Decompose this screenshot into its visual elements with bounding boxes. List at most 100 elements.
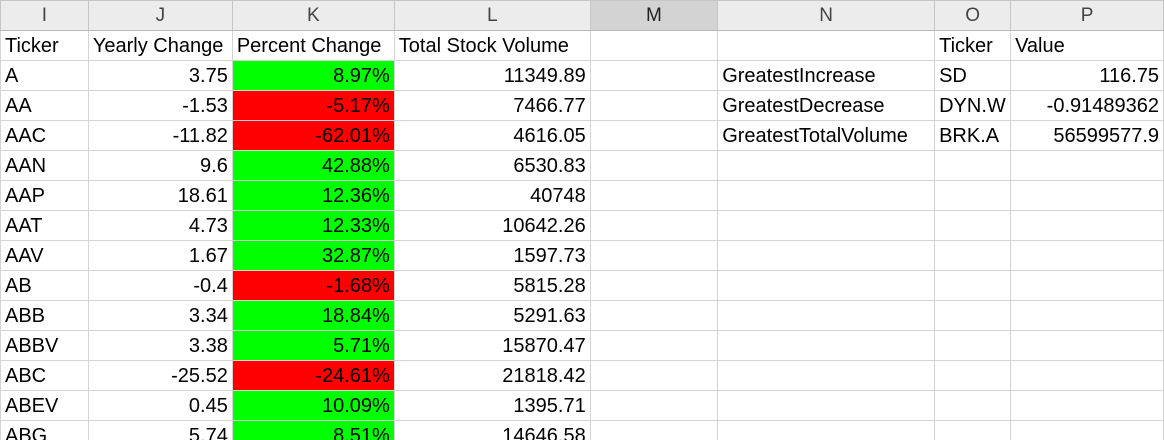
column-header-o[interactable]: O — [934, 0, 1012, 31]
cell-percent-change[interactable]: 8.51% — [231, 420, 395, 440]
cell-summary-value[interactable]: 56599577.9 — [1010, 120, 1164, 151]
cell-empty[interactable] — [717, 360, 936, 391]
cell-empty[interactable] — [1010, 330, 1164, 361]
cell-yearly-change[interactable]: 3.75 — [87, 60, 233, 91]
cell-empty[interactable] — [589, 420, 719, 440]
cell-header-yearly-change[interactable]: Yearly Change — [87, 30, 233, 61]
cell-ticker[interactable]: AAP — [0, 180, 89, 211]
cell-empty[interactable] — [589, 300, 719, 331]
cell-empty[interactable] — [717, 390, 936, 421]
cell-empty[interactable] — [717, 420, 936, 440]
column-header-p[interactable]: P — [1010, 0, 1164, 31]
cell-ticker[interactable]: AA — [0, 90, 89, 121]
cell-empty[interactable] — [1010, 210, 1164, 241]
cell-empty[interactable] — [589, 180, 719, 211]
cell-empty[interactable] — [717, 330, 936, 361]
cell-percent-change[interactable]: 42.88% — [231, 150, 395, 181]
cell-empty[interactable] — [1010, 240, 1164, 271]
cell-percent-change[interactable]: 32.87% — [231, 240, 395, 271]
cell-ticker[interactable]: AAT — [0, 210, 89, 241]
cell-total-volume[interactable]: 6530.83 — [393, 150, 591, 181]
cell-header-summary-value[interactable]: Value — [1010, 30, 1164, 61]
cell-total-volume[interactable]: 5291.63 — [393, 300, 591, 331]
cell-header-summary-ticker[interactable]: Ticker — [934, 30, 1012, 61]
cell-ticker[interactable]: AAC — [0, 120, 89, 151]
cell-empty[interactable] — [1010, 300, 1164, 331]
cell-empty[interactable] — [934, 420, 1012, 440]
cell-yearly-change[interactable]: 9.6 — [87, 150, 233, 181]
cell-percent-change[interactable]: -1.68% — [231, 270, 395, 301]
cell-total-volume[interactable]: 7466.77 — [393, 90, 591, 121]
cell-yearly-change[interactable]: -25.52 — [87, 360, 233, 391]
cell-empty[interactable] — [1010, 180, 1164, 211]
cell-total-volume[interactable]: 14646.58 — [393, 420, 591, 440]
cell-empty[interactable] — [589, 90, 719, 121]
cell-summary-ticker[interactable]: BRK.A — [934, 120, 1012, 151]
cell-empty[interactable] — [589, 240, 719, 271]
cell-percent-change[interactable]: 5.71% — [231, 330, 395, 361]
cell-empty[interactable] — [589, 270, 719, 301]
cell-ticker[interactable]: AAV — [0, 240, 89, 271]
cell-yearly-change[interactable]: 3.38 — [87, 330, 233, 361]
cell-percent-change[interactable]: 18.84% — [231, 300, 395, 331]
cell-ticker[interactable]: A — [0, 60, 89, 91]
cell-header-percent-change[interactable]: Percent Change — [231, 30, 395, 61]
cell-empty[interactable] — [1010, 390, 1164, 421]
cell-empty[interactable] — [934, 210, 1012, 241]
cell-empty[interactable] — [934, 330, 1012, 361]
cell-summary-ticker[interactable]: DYN.W — [934, 90, 1012, 121]
column-header-i[interactable]: I — [0, 0, 89, 31]
column-header-j[interactable]: J — [87, 0, 233, 31]
cell-yearly-change[interactable]: 5.74 — [87, 420, 233, 440]
cell-empty[interactable] — [1010, 420, 1164, 440]
cell-summary-value[interactable]: 116.75 — [1010, 60, 1164, 91]
cell-percent-change[interactable]: -62.01% — [231, 120, 395, 151]
cell-yearly-change[interactable]: 18.61 — [87, 180, 233, 211]
cell-empty[interactable] — [1010, 150, 1164, 181]
cell-summary-label[interactable]: GreatestTotalVolume — [717, 120, 936, 151]
cell-empty[interactable] — [934, 270, 1012, 301]
cell-percent-change[interactable]: 8.97% — [231, 60, 395, 91]
cell-empty[interactable] — [589, 60, 719, 91]
cell-empty[interactable] — [717, 240, 936, 271]
cell-percent-change[interactable]: 10.09% — [231, 390, 395, 421]
cell-total-volume[interactable]: 1597.73 — [393, 240, 591, 271]
cell-total-volume[interactable]: 4616.05 — [393, 120, 591, 151]
cell-empty[interactable] — [589, 390, 719, 421]
cell-summary-value[interactable]: -0.91489362 — [1010, 90, 1164, 121]
cell-total-volume[interactable]: 21818.42 — [393, 360, 591, 391]
cell-empty[interactable] — [717, 270, 936, 301]
cell-header-ticker[interactable]: Ticker — [0, 30, 89, 61]
cell-ticker[interactable]: ABB — [0, 300, 89, 331]
cell-empty[interactable] — [934, 390, 1012, 421]
cell-ticker[interactable]: ABEV — [0, 390, 89, 421]
cell-empty[interactable] — [717, 300, 936, 331]
cell-empty[interactable] — [1010, 360, 1164, 391]
cell-empty[interactable] — [589, 330, 719, 361]
column-header-n[interactable]: N — [717, 0, 936, 31]
cell-empty[interactable] — [589, 150, 719, 181]
cell-empty[interactable] — [717, 150, 936, 181]
cell-yearly-change[interactable]: 3.34 — [87, 300, 233, 331]
cell-yearly-change[interactable]: 0.45 — [87, 390, 233, 421]
cell-total-volume[interactable]: 1395.71 — [393, 390, 591, 421]
column-header-l[interactable]: L — [393, 0, 591, 31]
cell-empty[interactable] — [717, 180, 936, 211]
cell-empty[interactable] — [934, 360, 1012, 391]
cell-header-total-volume[interactable]: Total Stock Volume — [393, 30, 591, 61]
cell-empty[interactable] — [589, 120, 719, 151]
cell-total-volume[interactable]: 40748 — [393, 180, 591, 211]
cell-empty[interactable] — [934, 180, 1012, 211]
cell-empty[interactable] — [934, 240, 1012, 271]
cell-empty[interactable] — [934, 300, 1012, 331]
cell-percent-change[interactable]: 12.33% — [231, 210, 395, 241]
cell-total-volume[interactable]: 5815.28 — [393, 270, 591, 301]
cell-total-volume[interactable]: 10642.26 — [393, 210, 591, 241]
cell-summary-label[interactable]: GreatestIncrease — [717, 60, 936, 91]
cell-total-volume[interactable]: 15870.47 — [393, 330, 591, 361]
cell-ticker[interactable]: ABC — [0, 360, 89, 391]
column-header-k[interactable]: K — [231, 0, 395, 31]
cell-summary-label[interactable]: GreatestDecrease — [717, 90, 936, 121]
cell-empty[interactable] — [1010, 270, 1164, 301]
cell-total-volume[interactable]: 11349.89 — [393, 60, 591, 91]
